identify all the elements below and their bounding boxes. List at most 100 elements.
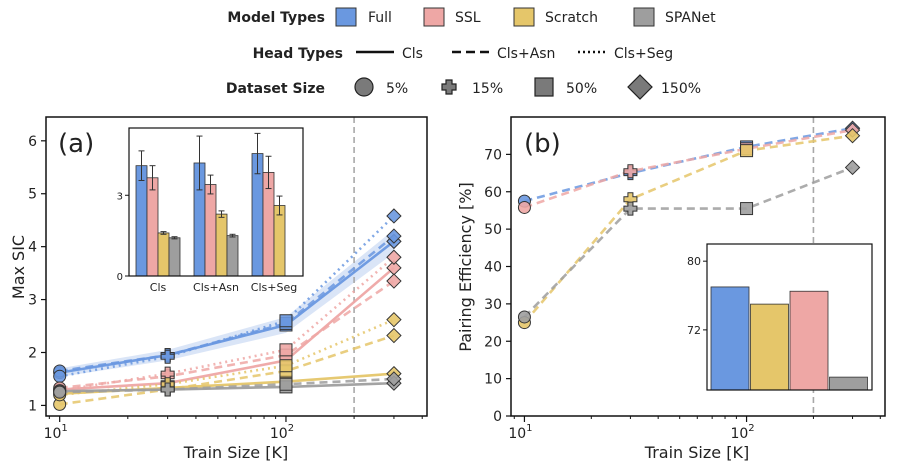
legend-swatch-full xyxy=(335,7,357,27)
inset-b-frame xyxy=(706,243,873,391)
inset-a-bar-spanet xyxy=(226,235,239,277)
panel-a-point-ssl-2 xyxy=(279,343,293,357)
legend-marker-circle xyxy=(354,77,374,97)
panel-a-point-scratch-2 xyxy=(279,359,293,373)
inset-b-bar-scratch xyxy=(750,303,789,391)
inset-a-frame xyxy=(128,127,304,277)
inset-a-bar-scratch xyxy=(157,232,170,277)
legend-label-ssl: SSL xyxy=(455,10,481,26)
panel-a-point-scratch-3 xyxy=(386,327,402,344)
panel-a-point-spanet-3 xyxy=(386,371,402,387)
panel-b-inset: 72 80 xyxy=(687,243,873,391)
panel-a-tag: (a) xyxy=(58,129,94,159)
panel-b-line-scratch-cls-asn xyxy=(523,134,853,324)
legend-label-scratch: Scratch xyxy=(545,10,598,26)
inset-a-ytick-label: 3 xyxy=(117,191,123,202)
legend-title-model-types: Model Types xyxy=(227,10,325,26)
panel-a-point-full-1 xyxy=(160,349,175,364)
legend: Model Types Full SSL Scratch SPANet Head… xyxy=(226,7,716,100)
panel-b-point-scratch-2 xyxy=(740,144,754,158)
panel-a-line-full-cls-asn xyxy=(59,235,395,373)
panel-b-xlabel: Train Size [K] xyxy=(644,443,749,462)
panel-b-point-ssl-0 xyxy=(517,200,531,214)
panel-b-ytick-label: 60 xyxy=(484,185,502,201)
inset-a-bar-full xyxy=(135,165,148,277)
panel-a-xtick-label: 101 xyxy=(44,423,68,442)
inset-a-ytick-label: 0 xyxy=(117,272,123,283)
panel-a-axes: 1 2 3 4 5 6 101 102 xyxy=(28,116,428,442)
panel-a-ytick-label: 2 xyxy=(28,345,37,361)
legend-label-spanet: SPANet xyxy=(665,10,716,26)
panel-b-point-scratch-3 xyxy=(844,127,861,144)
panel-a-line-ssl-cls-seg xyxy=(59,256,395,392)
panel-b-line-spanet-cls-asn xyxy=(523,166,854,318)
inset-a-category-label: Cls+Seg xyxy=(251,281,297,294)
legend-marker-square xyxy=(534,77,554,97)
panel-b-ylabel: Pairing Efficiency [%] xyxy=(456,182,475,351)
inset-b-bar-ssl xyxy=(789,290,829,391)
legend-marker-diamond xyxy=(627,74,653,100)
panel-b-point-ssl-1 xyxy=(623,164,638,179)
legend-swatch-scratch xyxy=(513,7,535,27)
panel-a-line-scratch-cls-asn xyxy=(59,334,395,406)
panel-a-point-full-3 xyxy=(386,228,402,244)
legend-label-cls-seg: Cls+Seg xyxy=(614,46,673,62)
legend-swatch-ssl xyxy=(423,7,445,27)
panel-b: 0 10 20 30 40 50 60 70 101 102 (b) Train Size [K]… xyxy=(456,116,886,462)
panel-a-frame xyxy=(45,116,428,417)
panel-a-line-full-cls-seg xyxy=(59,215,395,378)
panel-b-ytick-label: 70 xyxy=(484,147,502,163)
panel-b-ytick-label: 40 xyxy=(484,260,502,276)
inset-a-category-label: Cls xyxy=(150,281,167,294)
panel-a-point-spanet-0 xyxy=(53,385,67,399)
inset-a-bar-ssl xyxy=(146,177,159,277)
inset-a-bar-scratch xyxy=(273,205,286,277)
panel-a-point-full-3 xyxy=(386,208,402,224)
legend-label-50pct: 50% xyxy=(566,81,597,97)
panel-b-axes: 0 10 20 30 40 50 60 70 101 102 xyxy=(484,116,886,442)
panel-a-line-ssl-cls xyxy=(59,266,395,391)
panel-a-xlabel: Train Size [K] xyxy=(183,443,288,462)
panel-a-point-full-2 xyxy=(279,314,293,328)
legend-label-150pct: 150% xyxy=(661,81,701,97)
inset-b-ytick-label: 80 xyxy=(687,255,701,268)
legend-title-dataset-size: Dataset Size xyxy=(226,81,325,97)
panel-a-ytick-label: 1 xyxy=(28,398,37,414)
panel-b-point-spanet-2 xyxy=(740,202,754,216)
panel-b-line-ssl-cls-asn xyxy=(524,128,853,209)
panel-a-point-ssl-3 xyxy=(386,249,402,265)
panel-a-ytick-label: 4 xyxy=(28,240,37,256)
legend-title-head-types: Head Types xyxy=(253,46,343,62)
panel-b-ytick-label: 50 xyxy=(484,222,502,238)
panel-a-ytick-label: 3 xyxy=(28,293,37,309)
inset-a-bar-scratch xyxy=(215,213,228,277)
panel-b-ytick-label: 10 xyxy=(484,372,502,388)
inset-a-category-label: Cls+Asn xyxy=(193,281,239,294)
panel-b-ytick-label: 20 xyxy=(484,334,502,350)
panel-a-point-scratch-3 xyxy=(386,311,402,328)
inset-b-bar-full xyxy=(710,286,750,391)
panel-b-point-spanet-1 xyxy=(623,201,638,216)
panel-a-point-spanet-1 xyxy=(160,382,175,397)
legend-marker-plus xyxy=(441,79,457,95)
panel-a-line-spanet-cls-asn xyxy=(59,377,394,394)
legend-swatch-spanet xyxy=(633,7,655,27)
legend-label-full: Full xyxy=(368,10,392,26)
inset-a-bar-spanet xyxy=(168,237,181,277)
panel-b-point-spanet-3 xyxy=(844,159,861,176)
panel-a-ytick-label: 5 xyxy=(28,187,37,203)
panel-a-ylabel: Max SIC xyxy=(9,235,28,299)
panel-b-series xyxy=(517,117,861,416)
panel-b-xtick-label: 102 xyxy=(730,423,754,442)
panel-a-series xyxy=(53,117,402,416)
inset-b-bar-spanet xyxy=(829,376,868,391)
panel-a-point-ssl-3 xyxy=(386,273,402,289)
inset-b-ytick-label: 72 xyxy=(687,324,701,337)
legend-label-cls-asn: Cls+Asn xyxy=(497,46,555,62)
panel-b-xtick-label: 101 xyxy=(508,423,532,442)
inset-a-bar-ssl xyxy=(204,184,217,277)
panel-a-ytick-label: 6 xyxy=(28,134,37,150)
legend-label-5pct: 5% xyxy=(386,81,408,97)
